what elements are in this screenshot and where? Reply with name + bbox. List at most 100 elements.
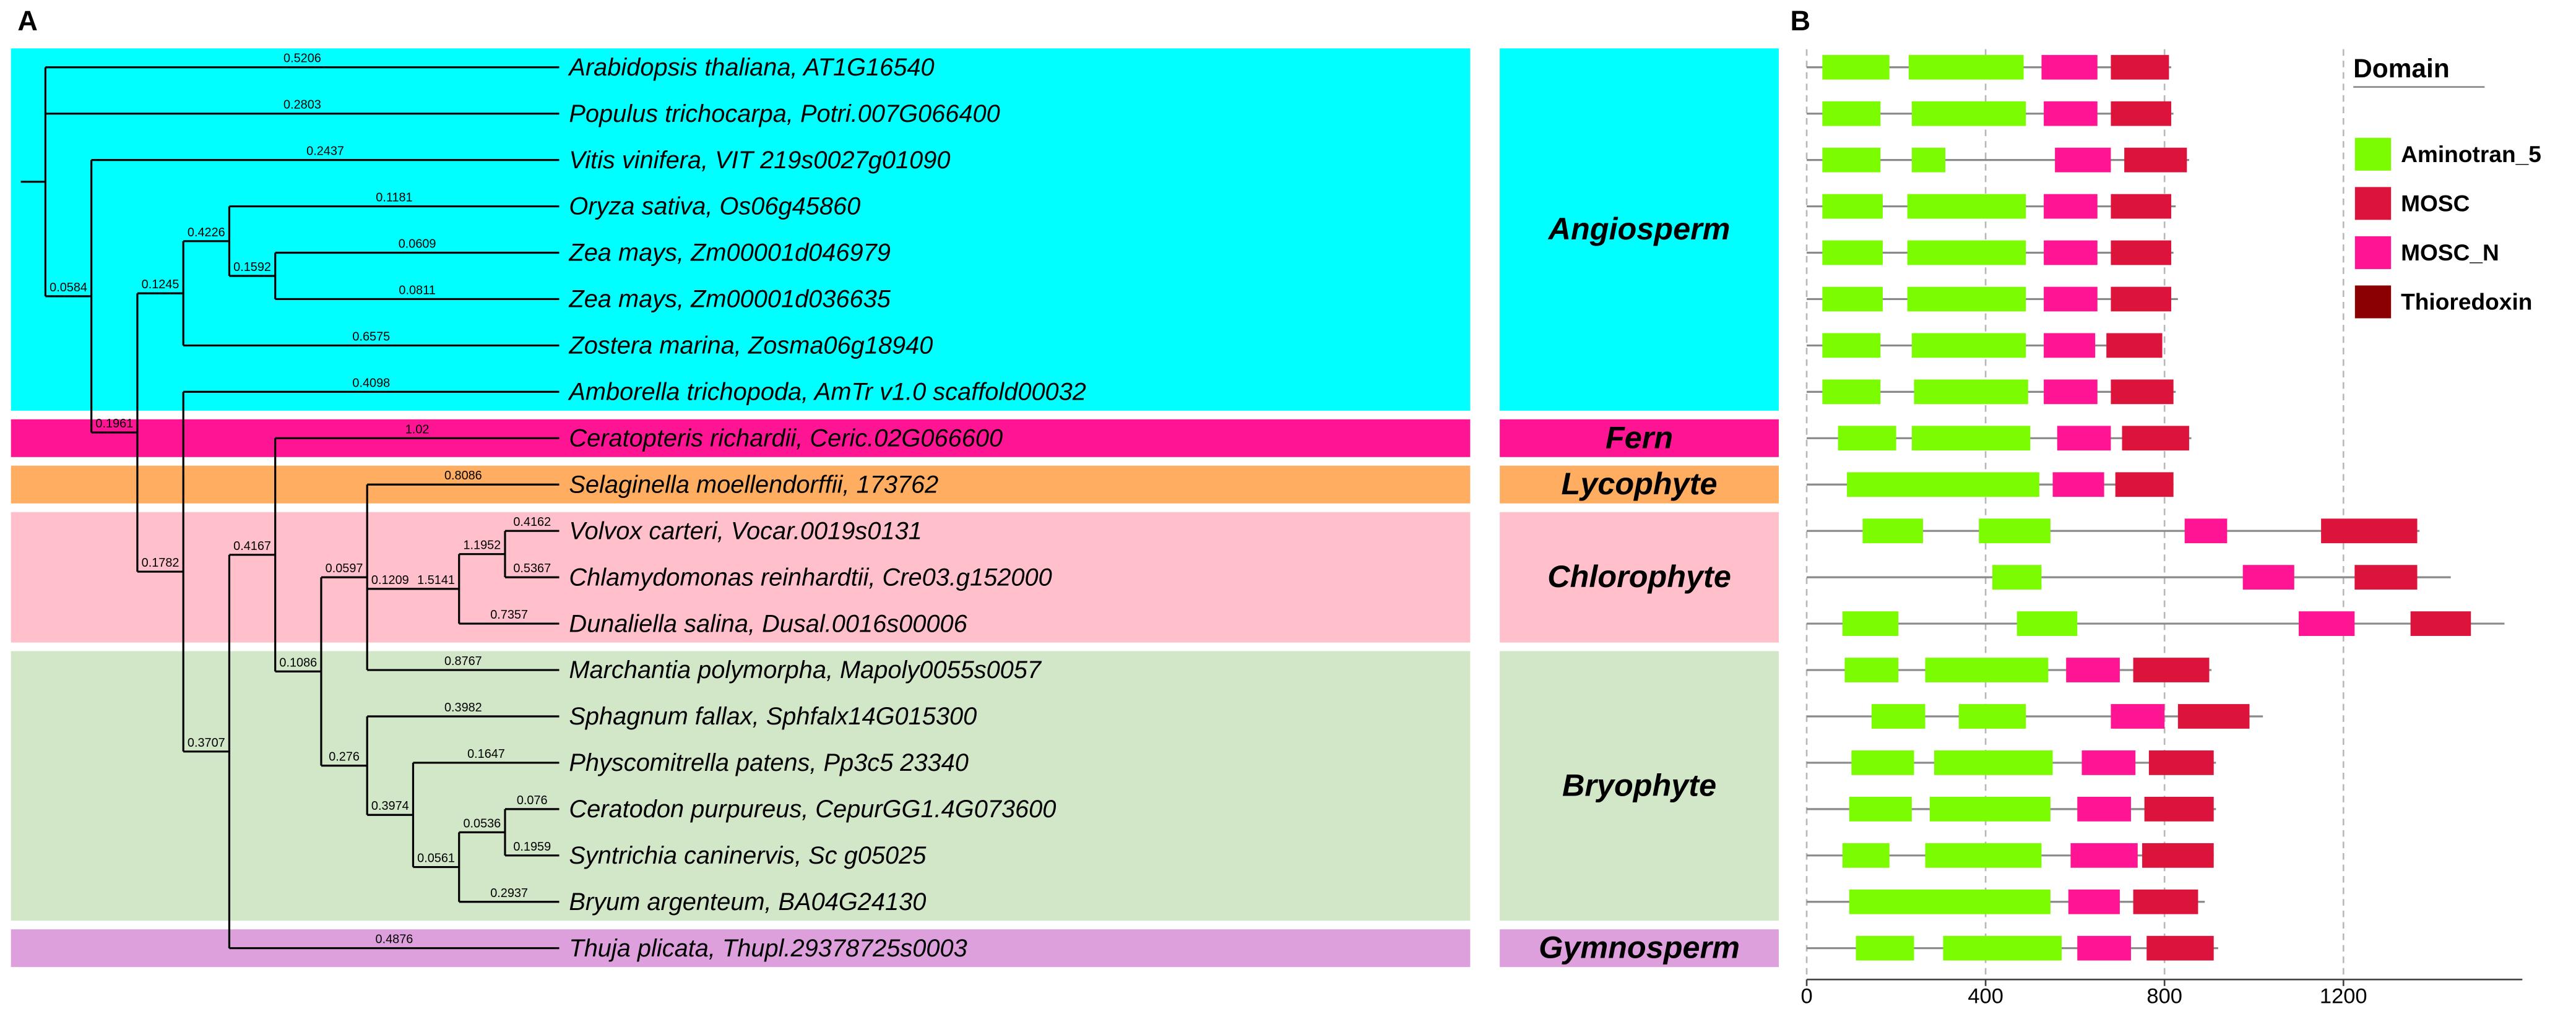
species-label: Zea mays, Zm00001d046979 — [568, 239, 890, 267]
domain — [1911, 426, 2031, 451]
domain — [2044, 379, 2098, 405]
domain — [1856, 935, 1914, 961]
species-label: Thuja plicata, Thupl.29378725s0003 — [569, 935, 967, 962]
species-label: Ceratopteris richardii, Ceric.02G066600 — [569, 424, 1003, 452]
domain — [1958, 704, 2026, 729]
species-label: Arabidopsis thaliana, AT1G16540 — [568, 54, 934, 81]
domain — [1822, 54, 1890, 80]
domain — [1992, 565, 2042, 590]
domain — [1925, 658, 2049, 682]
branch-length: 0.1647 — [467, 747, 505, 761]
branch-length: 0.0584 — [50, 281, 87, 294]
domain — [1842, 611, 1899, 636]
branch-length: 0.6575 — [352, 330, 390, 343]
domain — [1907, 240, 2026, 265]
domain — [1925, 843, 2042, 868]
legend-label: Aminotran_5 — [2401, 141, 2541, 167]
x-tick-label: 1200 — [2320, 985, 2367, 1008]
species-label: Selaginella moellendorffii, 173762 — [569, 471, 938, 498]
legend-label: MOSC_N — [2401, 239, 2499, 265]
domain — [2177, 704, 2250, 729]
domain — [1907, 286, 2026, 312]
domain — [2354, 565, 2418, 590]
species-label: Amborella trichopoda, AmTr v1.0 scaffold… — [568, 379, 1086, 406]
branch-length: 1.5141 — [417, 573, 455, 587]
domain — [2077, 796, 2131, 822]
branch-length: 1.02 — [405, 423, 430, 436]
domain — [2044, 286, 2098, 312]
group-label-box — [1500, 48, 1779, 411]
branch-length: 0.1181 — [376, 191, 412, 205]
branch-length: 0.2437 — [306, 145, 344, 158]
group-label: Fern — [1606, 419, 1673, 455]
group-label-box — [1500, 929, 1779, 968]
branch-length: 0.0597 — [326, 562, 363, 575]
domain — [2106, 333, 2163, 358]
domain — [1822, 147, 1881, 173]
branch-length: 0.4876 — [376, 933, 413, 947]
domain — [2148, 750, 2214, 775]
domain — [2321, 518, 2418, 544]
domain — [1822, 240, 1883, 265]
domain — [1849, 796, 1912, 822]
species-label: Oryza sativa, Os06g45860 — [569, 193, 860, 220]
domain — [1822, 101, 1881, 126]
species-label: Zostera marina, Zosma06g18940 — [568, 332, 933, 359]
x-tick-label: 0 — [1800, 985, 1812, 1008]
domain — [1822, 333, 1881, 358]
group-label-box — [1500, 512, 1779, 643]
branch-length: 0.2937 — [490, 887, 528, 900]
domain — [2133, 658, 2210, 682]
domain — [1907, 194, 2026, 219]
domain — [1862, 518, 1923, 544]
branch-length: 0.7357 — [490, 608, 528, 622]
legend-swatch — [2354, 236, 2392, 269]
domain — [1822, 194, 1883, 219]
branch-length: 0.276 — [329, 750, 360, 764]
branch-length: 0.8086 — [444, 469, 482, 483]
domain — [1934, 750, 2053, 775]
domain — [2077, 935, 2131, 961]
group-band — [11, 48, 1471, 411]
branch-length: 0.1245 — [142, 278, 179, 291]
domain — [1911, 101, 2026, 126]
species-label: Populus trichocarpa, Potri.007G066400 — [569, 100, 1000, 127]
branch-length: 0.8767 — [444, 655, 482, 668]
domain — [1849, 889, 2051, 914]
branch-length: 0.5206 — [283, 52, 321, 66]
group-label-box — [1500, 465, 1779, 504]
domain — [1908, 54, 2024, 80]
domain — [2041, 54, 2098, 80]
domain — [2410, 611, 2471, 636]
legend-label: MOSC — [2401, 190, 2470, 216]
domain — [2057, 426, 2111, 451]
domain — [2066, 658, 2120, 682]
domain — [2070, 843, 2138, 868]
domain — [1822, 286, 1883, 312]
branch-length: 0.3982 — [444, 701, 482, 715]
branch-length: 0.5367 — [513, 562, 551, 575]
legend-title: Domain — [2353, 54, 2450, 83]
domain — [1911, 333, 2026, 358]
domain — [2052, 472, 2104, 497]
species-label: Bryum argenteum, BA04G24130 — [569, 888, 926, 916]
species-label: Ceratodon purpureus, CepurGG1.4G073600 — [569, 796, 1056, 823]
domain — [1979, 518, 2051, 544]
domain — [2068, 889, 2120, 914]
domain — [2144, 796, 2214, 822]
group-band — [11, 512, 1471, 643]
domain — [2115, 472, 2174, 497]
legend-swatch — [2354, 187, 2392, 220]
domain-panel: 0 400 800 1200 Domain Aminotran_5 MOSC MOSC_N Th… — [1800, 49, 2541, 1008]
branch-length: 0.1209 — [371, 573, 409, 587]
domain — [1844, 658, 1899, 682]
branch-length: 0.1086 — [279, 656, 317, 669]
branch-length: 0.4226 — [188, 226, 225, 239]
branch-length: 0.4167 — [233, 539, 271, 553]
branch-length: 0.3974 — [371, 799, 409, 813]
species-label: Zea mays, Zm00001d036635 — [568, 286, 891, 313]
domain — [2055, 147, 2111, 173]
legend-swatch — [2354, 137, 2392, 171]
